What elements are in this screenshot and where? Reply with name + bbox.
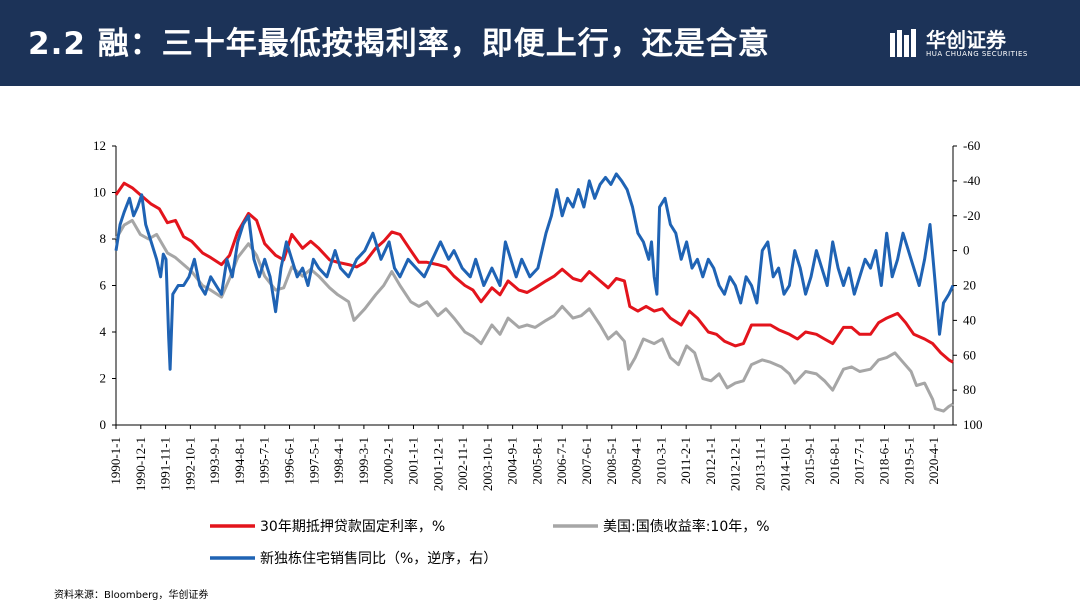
right-tick-label: 20: [963, 278, 976, 293]
page-title: 2.2 融：三十年最低按揭利率，即便上行，还是合意: [28, 26, 770, 62]
x-tick-label: 1995-7-1: [257, 437, 272, 485]
left-tick-label: 8: [100, 231, 107, 246]
x-tick-label: 2017-7-1: [852, 437, 867, 485]
x-tick-label: 1991-11-1: [158, 437, 173, 491]
x-tick-label: 1990-1-1: [108, 437, 123, 485]
x-tick-label: 2001-1-1: [405, 437, 420, 485]
left-tick-label: 0: [100, 417, 107, 432]
x-tick-label: 1992-10-1: [182, 437, 197, 491]
left-tick-label: 10: [93, 185, 106, 200]
x-tick-label: 2018-6-1: [876, 437, 891, 485]
right-tick-label: 0: [963, 243, 970, 258]
x-tick-label: 1994-8-1: [232, 437, 247, 485]
x-tick-label: 2019-5-1: [901, 437, 916, 485]
series-line: [114, 181, 954, 364]
x-tick-label: 1997-5-1: [306, 437, 321, 485]
x-tick-label: 2010-3-1: [653, 437, 668, 485]
logo-subtitle: HUA CHUANG SECURITIES: [926, 50, 1028, 58]
x-tick-label: 2013-11-1: [753, 437, 768, 491]
x-tick-label: 2002-11-1: [455, 437, 470, 491]
series-line: [114, 218, 954, 413]
left-tick-label: 12: [93, 138, 106, 153]
legend-label: 美国:国债收益率:10年，%: [603, 518, 770, 535]
x-tick-label: 2012-1-1: [703, 437, 718, 485]
right-tick-label: 40: [963, 312, 976, 327]
right-tick-label: 80: [963, 382, 976, 397]
x-tick-label: 1993-9-1: [207, 437, 222, 485]
right-tick-label: -60: [963, 138, 980, 153]
right-tick-label: 100: [963, 417, 983, 432]
right-tick-label: -40: [963, 173, 980, 188]
x-tick-label: 2016-8-1: [827, 437, 842, 485]
x-tick-label: 2004-9-1: [505, 437, 520, 485]
header-bar: 2.2 融：三十年最低按揭利率，即便上行，还是合意 华创证券 HUA CHUAN…: [0, 0, 1080, 86]
legend-label: 新独栋住宅销售同比（%，逆序，右）: [260, 550, 497, 567]
x-tick-label: 2003-10-1: [480, 437, 495, 491]
series-line: [114, 172, 955, 371]
x-tick-label: 2015-9-1: [802, 437, 817, 485]
right-tick-label: 60: [963, 347, 976, 362]
line-chart: 0 2 4 6 8 10 12 -60 -40 -20 0 20 40 60 80 100 1990-1-1 19…: [93, 138, 983, 567]
x-tick-label: 2001-12-1: [430, 437, 445, 491]
x-tick-label: 1998-4-1: [331, 437, 346, 485]
x-tick-label: 2012-12-1: [728, 437, 743, 491]
left-tick-label: 2: [100, 371, 107, 386]
source-note: 资料来源：Bloomberg，华创证券: [54, 590, 209, 601]
logo-mark-icon: [890, 29, 916, 57]
x-tick-label: 1999-3-1: [356, 437, 371, 485]
x-tick-label: 1990-12-1: [133, 437, 148, 491]
left-tick-label: 4: [100, 324, 107, 339]
logo-name: 华创证券: [926, 28, 1006, 52]
x-tick-label: 2005-8-1: [529, 437, 544, 485]
x-tick-label: 2000-2-1: [381, 437, 396, 485]
legend-label: 30年期抵押贷款固定利率，%: [260, 518, 445, 535]
x-tick-label: 2011-2-1: [678, 437, 693, 484]
x-tick-label: 2008-5-1: [604, 437, 619, 485]
x-tick-label: 1996-6-1: [282, 437, 297, 485]
x-tick-label: 2007-6-1: [579, 437, 594, 485]
x-tick-label: 2006-7-1: [554, 437, 569, 485]
x-tick-label: 2014-10-1: [777, 437, 792, 491]
company-logo: 华创证券 HUA CHUANG SECURITIES: [888, 24, 1058, 64]
x-tick-label: 2020-4-1: [926, 437, 941, 485]
left-tick-label: 6: [100, 278, 107, 293]
x-tick-label: 2009-4-1: [629, 437, 644, 485]
right-tick-label: -20: [963, 208, 980, 223]
